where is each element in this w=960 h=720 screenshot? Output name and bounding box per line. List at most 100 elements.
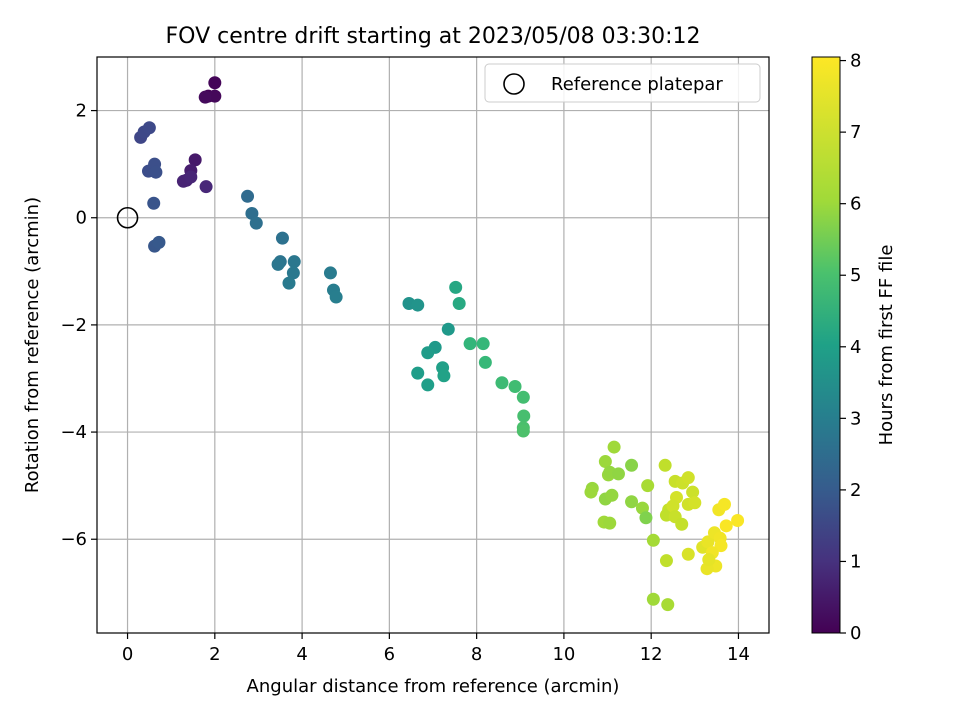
colorbar-tick-label: 0 xyxy=(850,623,861,644)
data-point xyxy=(421,346,435,360)
data-points xyxy=(134,76,745,612)
y-tick-label: −4 xyxy=(60,422,87,443)
y-tick-label: 2 xyxy=(76,101,87,122)
data-point xyxy=(449,280,463,294)
data-point xyxy=(681,547,695,561)
data-point xyxy=(249,216,263,230)
data-point xyxy=(188,153,202,167)
data-point xyxy=(717,497,731,511)
data-point xyxy=(441,322,455,336)
data-point xyxy=(199,180,213,194)
data-point xyxy=(598,455,612,469)
y-tick-label: −2 xyxy=(60,315,87,336)
data-point xyxy=(508,380,522,394)
data-point xyxy=(275,231,289,245)
data-point xyxy=(731,513,745,527)
data-point xyxy=(646,533,660,547)
data-point xyxy=(516,390,530,404)
reference-platepar-marker xyxy=(116,206,139,229)
data-point xyxy=(639,511,653,525)
colorbar-tick-label: 3 xyxy=(850,408,861,429)
data-point xyxy=(495,376,509,390)
data-point xyxy=(241,189,255,203)
data-point xyxy=(719,519,733,533)
x-tick-label: 4 xyxy=(296,644,307,665)
y-tick-label: −6 xyxy=(60,529,87,550)
data-point xyxy=(661,598,675,612)
colorbar-tick-label: 1 xyxy=(850,551,861,572)
data-point xyxy=(476,337,490,351)
data-point xyxy=(625,458,639,472)
data-point xyxy=(607,440,621,454)
data-point xyxy=(452,296,466,310)
x-tick-label: 8 xyxy=(471,644,482,665)
data-point xyxy=(681,471,695,485)
data-point xyxy=(584,485,598,499)
data-point xyxy=(463,337,477,351)
data-point xyxy=(625,495,639,509)
x-tick-label: 12 xyxy=(640,644,663,665)
colorbar-tick-label: 8 xyxy=(850,51,861,72)
data-point xyxy=(611,467,625,481)
data-point xyxy=(184,170,198,184)
colorbar-tick-label: 4 xyxy=(850,337,861,358)
data-point xyxy=(149,165,163,179)
legend: Reference platepar xyxy=(484,63,761,103)
colorbar-tick-label: 5 xyxy=(850,265,861,286)
data-point xyxy=(516,424,530,438)
data-point xyxy=(641,479,655,493)
data-point xyxy=(605,488,619,502)
data-point xyxy=(286,266,300,280)
data-point xyxy=(646,592,660,606)
y-axis-ticks: 2 0 −2 −4 −6 xyxy=(60,101,97,550)
data-point xyxy=(478,355,492,369)
data-point xyxy=(271,257,285,271)
colorbar-tick-label: 2 xyxy=(850,480,861,501)
x-tick-label: 14 xyxy=(727,644,750,665)
data-point xyxy=(603,516,617,530)
data-point xyxy=(666,499,680,513)
x-axis-label: Angular distance from reference (arcmin) xyxy=(247,676,620,697)
legend-marker-icon xyxy=(503,73,525,95)
data-point xyxy=(659,554,673,568)
data-point xyxy=(411,366,425,380)
data-point xyxy=(688,496,702,510)
x-tick-label: 10 xyxy=(552,644,575,665)
data-point xyxy=(282,276,296,290)
colorbar-tick-label: 6 xyxy=(850,194,861,215)
data-point xyxy=(421,378,435,392)
y-tick-label: 0 xyxy=(76,208,87,229)
colorbar-label: Hours from first FF file xyxy=(876,245,897,446)
data-point xyxy=(142,121,156,135)
legend-label: Reference platepar xyxy=(551,74,723,95)
x-tick-label: 0 xyxy=(122,644,133,665)
x-tick-label: 6 xyxy=(384,644,395,665)
colorbar-gradient xyxy=(811,56,841,634)
y-axis-label: Rotation from reference (arcmin) xyxy=(22,197,43,493)
legend-box xyxy=(484,63,761,103)
x-axis-ticks: 0 2 4 6 8 10 12 14 xyxy=(122,633,750,665)
data-point xyxy=(198,90,212,104)
data-point xyxy=(411,298,425,312)
data-point xyxy=(329,290,343,304)
data-point xyxy=(701,535,715,549)
colorbar: 0 1 2 3 4 5 6 7 8 Hours from first FF file xyxy=(811,51,897,644)
data-point xyxy=(714,539,728,553)
chart-title: FOV centre drift starting at 2023/05/08 … xyxy=(166,24,701,49)
colorbar-ticks: 0 1 2 3 4 5 6 7 8 xyxy=(840,51,861,644)
data-point xyxy=(323,266,337,280)
data-point xyxy=(287,255,301,269)
data-point xyxy=(675,517,689,531)
data-point xyxy=(702,553,716,567)
data-point xyxy=(208,76,222,90)
data-point xyxy=(208,89,222,103)
plot-frame xyxy=(96,56,770,634)
data-point xyxy=(147,196,161,210)
colorbar-tick-label: 7 xyxy=(850,122,861,143)
data-point xyxy=(517,409,531,423)
data-point xyxy=(437,369,451,383)
data-point xyxy=(686,485,700,499)
data-point xyxy=(152,235,166,249)
x-tick-label: 2 xyxy=(209,644,220,665)
